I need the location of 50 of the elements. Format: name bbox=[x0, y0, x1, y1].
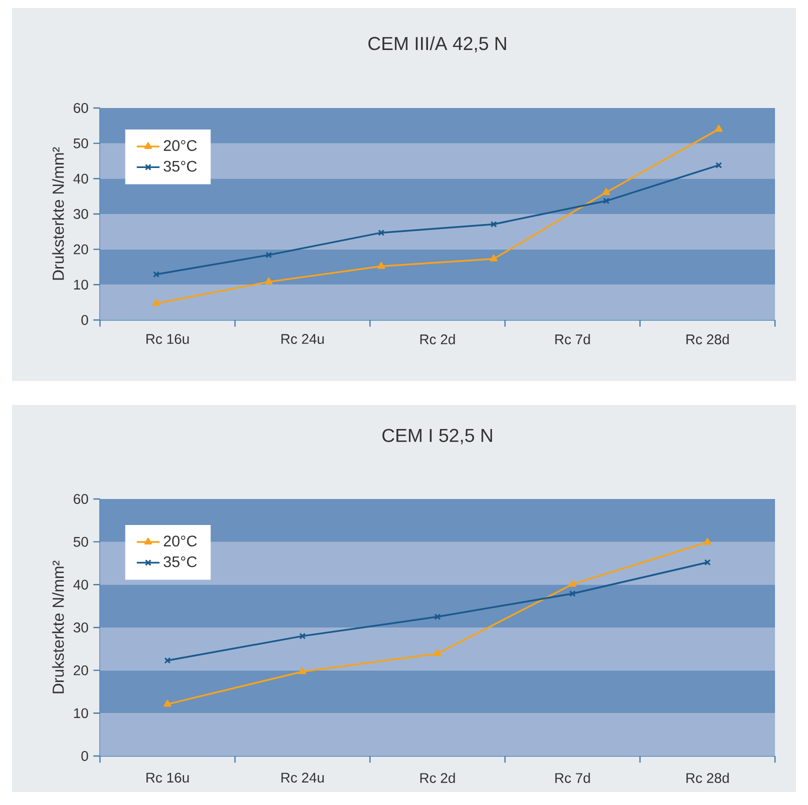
legend-label: 20°C bbox=[164, 140, 197, 151]
text: Rc 24u bbox=[281, 334, 324, 344]
text: Rc 2d bbox=[420, 334, 455, 344]
point bbox=[714, 124, 723, 132]
x-tick-label: Rc 2d bbox=[420, 772, 455, 783]
y-tick-label: 60 bbox=[74, 103, 88, 113]
y-tick-label: 50 bbox=[74, 536, 88, 547]
chart-title: CEM III/A 42,5 N bbox=[368, 36, 506, 52]
point bbox=[603, 198, 610, 204]
y-tick-label: 10 bbox=[74, 280, 88, 290]
x-tick-label: Rc 7d bbox=[555, 772, 590, 783]
point bbox=[377, 262, 386, 269]
y-tick-label: 40 bbox=[73, 580, 88, 590]
chart-title: CEM I 52,5 N bbox=[382, 428, 492, 444]
legend-label: 35°C bbox=[164, 160, 197, 172]
y-tick-label: 30 bbox=[74, 209, 88, 219]
y-tick-label: 20 bbox=[74, 244, 88, 254]
point bbox=[298, 667, 306, 674]
point bbox=[568, 580, 576, 587]
y-tick-label: 10 bbox=[74, 708, 88, 718]
x-tick-label: Rc 24u bbox=[281, 772, 324, 783]
y-axis-title: Druksterkte N/mm² bbox=[52, 147, 64, 280]
point bbox=[164, 700, 172, 707]
y-tick-label: 30 bbox=[74, 622, 88, 632]
y-tick-label: 60 bbox=[74, 494, 88, 504]
y-tick-label: 20 bbox=[74, 665, 88, 676]
point bbox=[264, 278, 273, 284]
text: Rc 7d bbox=[555, 334, 590, 344]
legend-label: 20°C bbox=[164, 536, 197, 546]
point bbox=[152, 299, 160, 306]
y-axis-title: Druksterkte N/mm² bbox=[52, 560, 64, 694]
point bbox=[378, 229, 384, 236]
y-tick-label: 40 bbox=[73, 174, 88, 184]
point bbox=[266, 252, 272, 258]
point bbox=[490, 254, 498, 262]
y-tick-label: 0 bbox=[81, 751, 88, 761]
point bbox=[569, 590, 576, 597]
legend-label: 35°C bbox=[164, 556, 197, 568]
point bbox=[299, 632, 306, 640]
y-tick-label: 50 bbox=[74, 138, 88, 148]
y-tick-label: 0 bbox=[81, 315, 88, 325]
point bbox=[602, 188, 610, 195]
point bbox=[490, 220, 498, 228]
point bbox=[434, 614, 441, 620]
point bbox=[704, 538, 712, 545]
x-tick-label: Rc 16u bbox=[146, 772, 189, 783]
text: Rc 28d bbox=[686, 334, 729, 344]
point bbox=[434, 649, 442, 656]
text: Rc 16u bbox=[146, 334, 189, 344]
x-tick-label: Rc 28d bbox=[686, 772, 729, 783]
